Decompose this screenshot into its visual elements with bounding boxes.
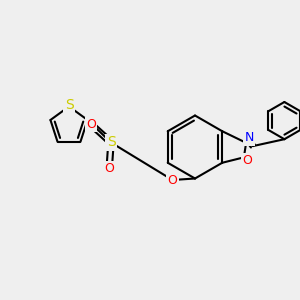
Text: S: S — [64, 98, 74, 112]
Text: O: O — [86, 118, 96, 131]
Text: O: O — [168, 173, 177, 187]
Text: S: S — [106, 136, 116, 149]
Text: O: O — [242, 154, 252, 167]
Text: O: O — [105, 162, 114, 175]
Text: N: N — [244, 131, 254, 144]
